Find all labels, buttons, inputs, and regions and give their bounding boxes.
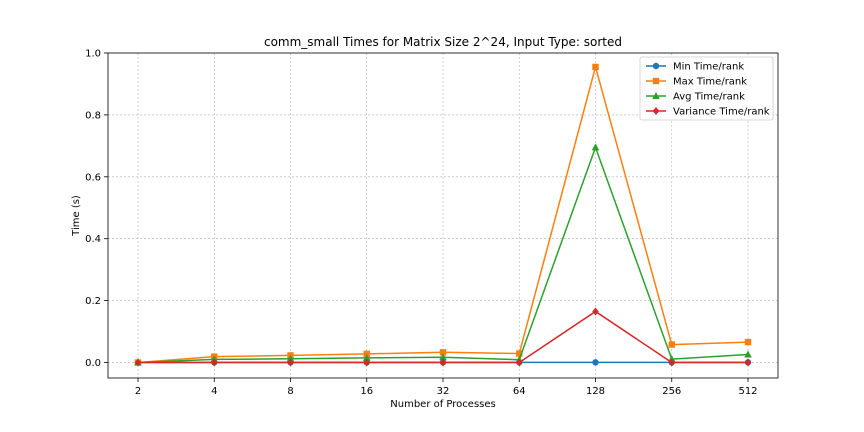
x-tick-label: 256 bbox=[662, 386, 681, 397]
axis-ticks: 2 4 8 16 32 64 128 256 512 0.0 0.2 0.4 0.6 0.8 1.0 bbox=[85, 49, 757, 398]
data-point bbox=[744, 350, 752, 358]
data-point bbox=[362, 353, 371, 361]
data-point bbox=[134, 358, 142, 367]
series-variance-time-rank bbox=[134, 307, 752, 367]
legend-item: Variance Time/rank bbox=[646, 107, 770, 118]
series-layer bbox=[134, 63, 752, 367]
x-tick-label: 2 bbox=[135, 386, 141, 397]
data-point bbox=[592, 63, 599, 71]
data-point bbox=[516, 350, 523, 357]
legend-marker bbox=[652, 62, 660, 70]
x-tick-label: 32 bbox=[437, 386, 450, 397]
x-tick-label: 4 bbox=[211, 386, 217, 397]
x-tick-label: 512 bbox=[738, 386, 757, 397]
data-point bbox=[668, 358, 675, 367]
data-point bbox=[363, 350, 370, 358]
data-point bbox=[211, 358, 218, 367]
legend-marker bbox=[652, 92, 660, 99]
y-tick-label: 0.8 bbox=[85, 110, 101, 121]
legend-item: Max Time/rank bbox=[646, 77, 747, 88]
x-axis-label: Number of Processes bbox=[390, 399, 495, 410]
data-point bbox=[439, 349, 447, 356]
x-tick-label: 64 bbox=[513, 386, 526, 397]
legend-marker bbox=[652, 107, 660, 115]
legend-item: Min Time/rank bbox=[646, 62, 744, 73]
data-point bbox=[363, 358, 370, 367]
legend-label: Avg Time/rank bbox=[673, 92, 745, 103]
data-point bbox=[744, 358, 752, 367]
data-point bbox=[516, 358, 523, 367]
data-point bbox=[439, 358, 447, 367]
y-tick-label: 0.6 bbox=[85, 172, 101, 183]
data-point bbox=[591, 143, 600, 151]
legend-marker bbox=[652, 77, 660, 85]
x-tick-label: 8 bbox=[287, 386, 293, 397]
x-tick-label: 128 bbox=[586, 386, 605, 397]
y-tick-label: 1.0 bbox=[85, 49, 101, 60]
y-tick-label: 0.2 bbox=[85, 296, 101, 307]
y-axis-label: Time (s) bbox=[71, 195, 82, 237]
legend-label: Min Time/rank bbox=[673, 62, 744, 73]
y-tick-label: 0.4 bbox=[85, 234, 101, 245]
legend-label: Max Time/rank bbox=[673, 77, 747, 88]
data-point bbox=[286, 354, 295, 362]
legend-box bbox=[639, 56, 774, 121]
legend-label: Variance Time/rank bbox=[673, 107, 770, 118]
data-point bbox=[668, 341, 675, 348]
data-point bbox=[592, 307, 599, 316]
data-point bbox=[439, 353, 447, 361]
data-point bbox=[592, 359, 599, 366]
data-point bbox=[744, 338, 752, 346]
legend: Min Time/rank Max Time/rank Avg Time/rank V… bbox=[639, 56, 774, 121]
y-tick-label: 0.0 bbox=[85, 358, 101, 369]
data-point bbox=[287, 358, 294, 367]
chart-title: comm_small Times for Matrix Size 2^24, I… bbox=[264, 35, 622, 49]
x-tick-label: 16 bbox=[360, 386, 373, 397]
legend-item: Avg Time/rank bbox=[646, 92, 745, 103]
